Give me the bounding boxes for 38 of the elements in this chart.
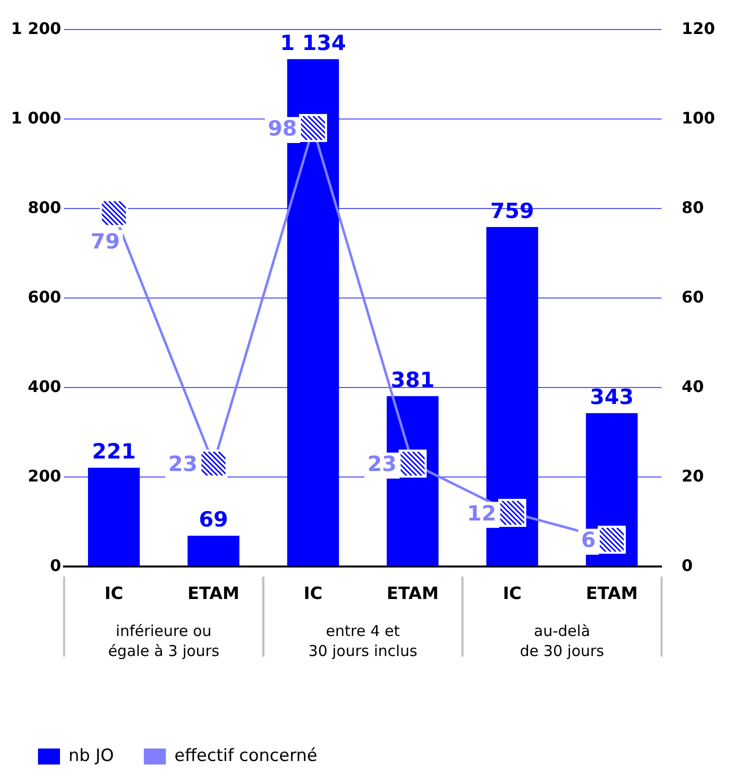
x-tick-label: IC [104,584,124,604]
y-tick-label: 600 [28,287,62,306]
bar [188,536,240,566]
y2-tick-label: 100 [682,108,716,128]
y-tick-label: 400 [28,376,62,396]
data-label: 69 [198,508,228,532]
data-label: 343 [590,385,634,410]
y2-tick-label: 60 [682,287,704,306]
text: inférieure ou égale à 3 jours [108,622,220,660]
y-tick-label: 0 [50,556,62,575]
x-tick-label: ETAM [586,584,638,604]
y2-tick-label: 20 [682,466,704,486]
data-label: 79 [90,230,120,254]
legend-label: nb JO [68,746,114,766]
x-tick-label: IC [304,584,322,604]
data-label: 1 134 [280,31,346,56]
y-tick-label: 1 000 [10,108,62,128]
data-label: 221 [92,440,136,464]
data-label: 23 [168,452,198,476]
text: entre 4 et 30 jours inclus [308,622,418,660]
x-tick-label: ETAM [386,584,439,604]
y2-tick-label: 40 [682,376,704,396]
data-label: 12 [466,501,496,526]
text: au-delà de 30 jours [520,622,604,660]
data-label: 23 [367,452,397,476]
legend-label: effectif concerné [174,746,318,766]
y2-tick-label: 80 [682,198,704,217]
data-label: 381 [390,368,435,392]
bar [88,468,140,566]
data-label: 98 [268,116,298,141]
x-tick-label: IC [502,584,522,604]
x-tick-label: ETAM [187,584,240,604]
data-label: 6 [581,528,596,552]
y-tick-label: 200 [28,466,62,486]
y-tick-label: 800 [28,198,62,217]
y2-tick-label: 0 [682,556,693,575]
y2-tick-label: 120 [682,18,716,38]
y-tick-label: 1 200 [10,18,62,38]
